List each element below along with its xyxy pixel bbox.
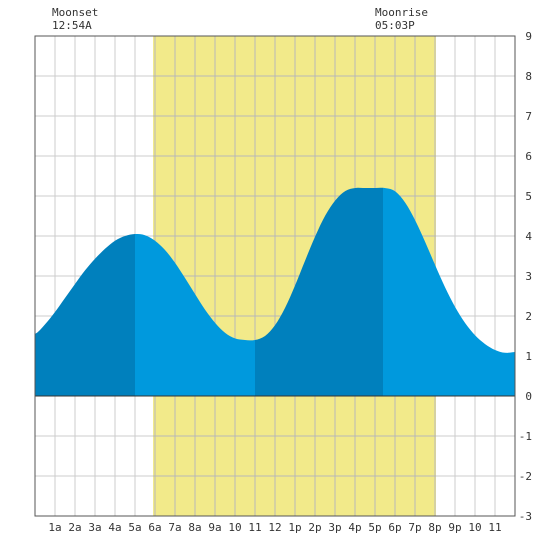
y-tick-label: -3 xyxy=(519,510,532,523)
moonrise-label: Moonrise xyxy=(375,6,428,19)
x-tick-label: 3a xyxy=(88,521,101,534)
x-tick-label: 7a xyxy=(168,521,181,534)
y-tick-label: 3 xyxy=(525,270,532,283)
x-tick-label: 1a xyxy=(48,521,61,534)
x-tick-label: 11 xyxy=(248,521,261,534)
x-tick-label: 5p xyxy=(368,521,381,534)
y-tick-label: 1 xyxy=(525,350,532,363)
x-tick-label: 4p xyxy=(348,521,361,534)
tide-band-light xyxy=(383,187,515,396)
x-tick-label: 3p xyxy=(328,521,341,534)
y-tick-label: 8 xyxy=(525,70,532,83)
tide-band-light xyxy=(135,233,255,396)
x-tick-label: 10 xyxy=(228,521,241,534)
y-tick-label: 4 xyxy=(525,230,532,243)
y-tick-label: 0 xyxy=(525,390,532,403)
axes: 1a 2a 3a 4a 5a 6a 7a 8a 9a 10 11 12 1p 2p 3p 4p 5p 6p 7p 8p… xyxy=(34,30,532,534)
x-tick-label: 11 xyxy=(488,521,501,534)
tide-band-dark xyxy=(35,234,135,396)
moonset-time: 12:54A xyxy=(52,19,92,32)
x-tick-label: 5a xyxy=(128,521,141,534)
y-tick-label: 6 xyxy=(525,150,532,163)
x-tick-label: 9a xyxy=(208,521,221,534)
x-tick-label: 10 xyxy=(468,521,481,534)
x-tick-label: 1p xyxy=(288,521,301,534)
y-tick-label: 5 xyxy=(525,190,532,203)
x-tick-label: 7p xyxy=(408,521,421,534)
x-tick-label: 2p xyxy=(308,521,321,534)
x-tick-label: 6p xyxy=(388,521,401,534)
tide-area xyxy=(35,187,515,396)
tide-band-dark xyxy=(255,187,383,396)
y-tick-label: -1 xyxy=(519,430,532,443)
y-tick-label: 9 xyxy=(525,30,532,43)
x-tick-label: 6a xyxy=(148,521,161,534)
x-tick-label: 12 xyxy=(268,521,281,534)
x-tick-label: 8p xyxy=(428,521,441,534)
y-tick-label: 7 xyxy=(525,110,532,123)
x-tick-label: 9p xyxy=(448,521,461,534)
x-tick-label: 8a xyxy=(188,521,201,534)
moonset-label: Moonset xyxy=(52,6,98,19)
y-tick-label: 2 xyxy=(525,310,532,323)
moonrise-time: 05:03P xyxy=(375,19,415,32)
y-tick-label: -2 xyxy=(519,470,532,483)
x-tick-label: 2a xyxy=(68,521,81,534)
x-tick-label: 4a xyxy=(108,521,121,534)
moon-times: Moonset 12:54A Moonrise 05:03P xyxy=(52,6,428,32)
plot-frame xyxy=(34,35,516,517)
